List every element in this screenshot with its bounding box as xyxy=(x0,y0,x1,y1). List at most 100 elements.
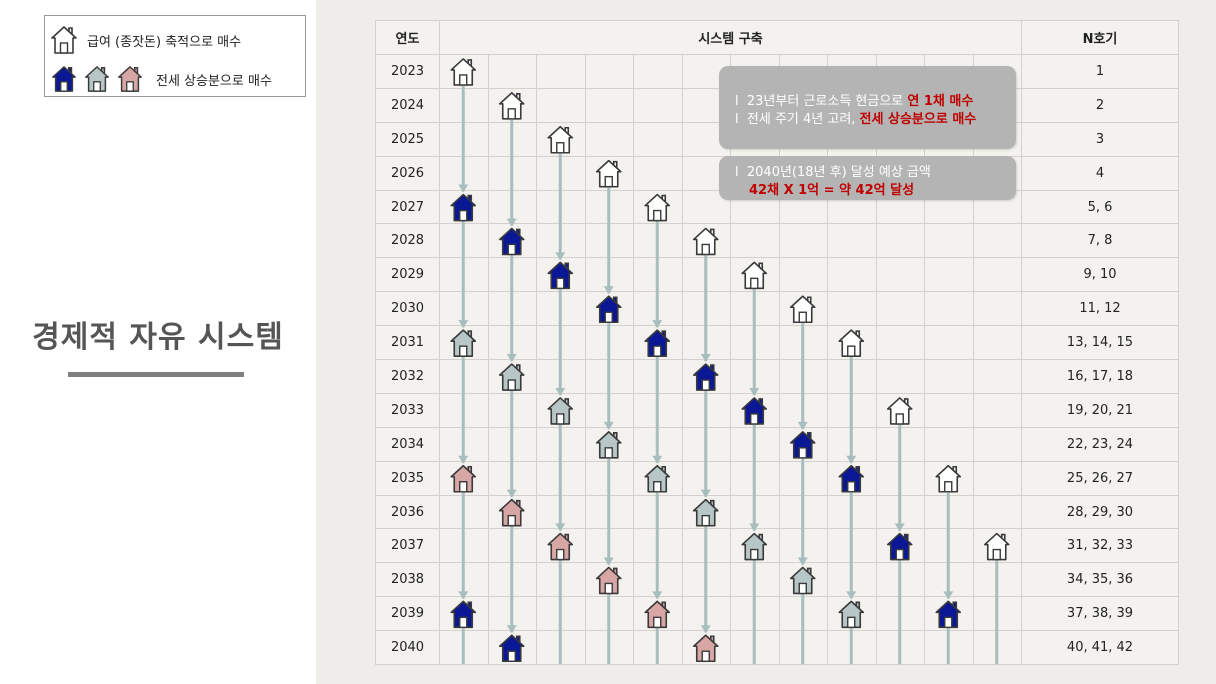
grid-cell xyxy=(487,325,537,361)
grid-cell xyxy=(827,596,877,632)
row-unit-numbers: 3 xyxy=(1021,121,1179,157)
grid-cell xyxy=(584,460,634,496)
grid-cell xyxy=(439,189,489,225)
row-year: 2029 xyxy=(375,257,440,293)
grid-cell xyxy=(536,528,586,564)
grid-cell xyxy=(633,392,683,428)
grid-cell xyxy=(972,630,1022,666)
grid-cell xyxy=(924,257,974,293)
grid-cell xyxy=(827,257,877,293)
table-row: 2030 11, 12 xyxy=(375,291,1179,327)
grid-cell xyxy=(633,87,683,123)
grid-cell xyxy=(536,359,586,394)
row-year: 2023 xyxy=(375,54,440,89)
grid-cell xyxy=(439,223,489,259)
grid-cell xyxy=(972,257,1022,293)
grid-cell xyxy=(730,494,780,530)
table-row: 2028 7, 8 xyxy=(375,223,1179,259)
grid-cell xyxy=(730,291,780,327)
grid-cell xyxy=(730,426,780,462)
row-unit-numbers: 19, 20, 21 xyxy=(1021,392,1179,428)
grid-cell xyxy=(584,359,634,394)
grid-cell xyxy=(584,189,634,225)
grid-cell xyxy=(439,54,489,89)
grid-cell xyxy=(439,359,489,394)
row-unit-numbers: 1 xyxy=(1021,54,1179,89)
row-year: 2040 xyxy=(375,630,440,666)
grid-cell xyxy=(875,426,925,462)
grid-cell xyxy=(875,257,925,293)
table-row: 2032 16, 17, 18 xyxy=(375,359,1179,394)
grid-cell xyxy=(924,291,974,327)
table-row: 2029 9, 10 xyxy=(375,257,1179,293)
grid-cell xyxy=(439,325,489,361)
grid-cell xyxy=(827,325,877,361)
grid-cell xyxy=(730,596,780,632)
grid-cell xyxy=(972,460,1022,496)
grid-cell xyxy=(487,189,537,225)
grid-cell xyxy=(730,460,780,496)
grid-cell xyxy=(681,325,731,361)
table-row: 2040 40, 41, 42 xyxy=(375,630,1179,666)
grid-cell xyxy=(536,121,586,157)
table-row: 2035 25, 26, 27 xyxy=(375,460,1179,496)
grid-cell xyxy=(439,121,489,157)
legend-item-jeonse: 전세 상승분으로 매수 xyxy=(156,73,272,89)
grid-cell xyxy=(875,359,925,394)
grid-cell xyxy=(778,392,828,428)
grid-cell xyxy=(924,494,974,530)
table-row: 2037 31, 32, 33 xyxy=(375,528,1179,564)
grid-cell xyxy=(924,325,974,361)
callout-strategy: l 23년부터 근로소득 현금으로 연 1채 매수 l 전세 주기 4년 고려,… xyxy=(719,66,1016,149)
grid-cell xyxy=(924,426,974,462)
grid-cell xyxy=(536,189,586,225)
grid-cell xyxy=(681,257,731,293)
grid-cell xyxy=(875,630,925,666)
grid-cell xyxy=(681,494,731,530)
grid-cell xyxy=(584,392,634,428)
grid-cell xyxy=(584,630,634,666)
grid-cell xyxy=(536,426,586,462)
grid-cell xyxy=(536,460,586,496)
grid-cell xyxy=(536,291,586,327)
grid-cell xyxy=(972,562,1022,598)
row-year: 2036 xyxy=(375,494,440,530)
callout1-line1-highlight: 연 1채 매수 xyxy=(907,94,974,109)
grid-cell xyxy=(633,155,683,191)
grid-cell xyxy=(681,528,731,564)
row-year: 2039 xyxy=(375,596,440,632)
grid-cell xyxy=(487,257,537,293)
grid-cell xyxy=(633,223,683,259)
grid-cell xyxy=(584,223,634,259)
grid-cell xyxy=(778,596,828,632)
grid-cell xyxy=(875,528,925,564)
grid-cell xyxy=(584,528,634,564)
grid-cell xyxy=(730,528,780,564)
grid-cell xyxy=(439,596,489,632)
grid-cell xyxy=(924,630,974,666)
grid-cell xyxy=(487,291,537,327)
callout1-bullet-1: l xyxy=(735,94,739,109)
grid-cell xyxy=(584,121,634,157)
grid-cell xyxy=(633,257,683,293)
legend-item-salary: 급여 (종잣돈) 축적으로 매수 xyxy=(87,34,242,50)
grid-cell xyxy=(730,223,780,259)
grid-cell xyxy=(827,528,877,564)
grid-cell xyxy=(439,257,489,293)
row-year: 2031 xyxy=(375,325,440,361)
grid-cell xyxy=(536,54,586,89)
house-outline-icon xyxy=(51,26,77,54)
row-unit-numbers: 4 xyxy=(1021,155,1179,191)
grid-cell xyxy=(584,426,634,462)
grid-cell xyxy=(827,291,877,327)
row-unit-numbers: 16, 17, 18 xyxy=(1021,359,1179,394)
grid-cell xyxy=(924,528,974,564)
grid-cell xyxy=(778,562,828,598)
grid-cell xyxy=(633,54,683,89)
grid-cell xyxy=(972,494,1022,530)
grid-cell xyxy=(681,426,731,462)
grid-cell xyxy=(487,426,537,462)
grid-cell xyxy=(536,596,586,632)
grid-cell xyxy=(633,325,683,361)
row-unit-numbers: 22, 23, 24 xyxy=(1021,426,1179,462)
